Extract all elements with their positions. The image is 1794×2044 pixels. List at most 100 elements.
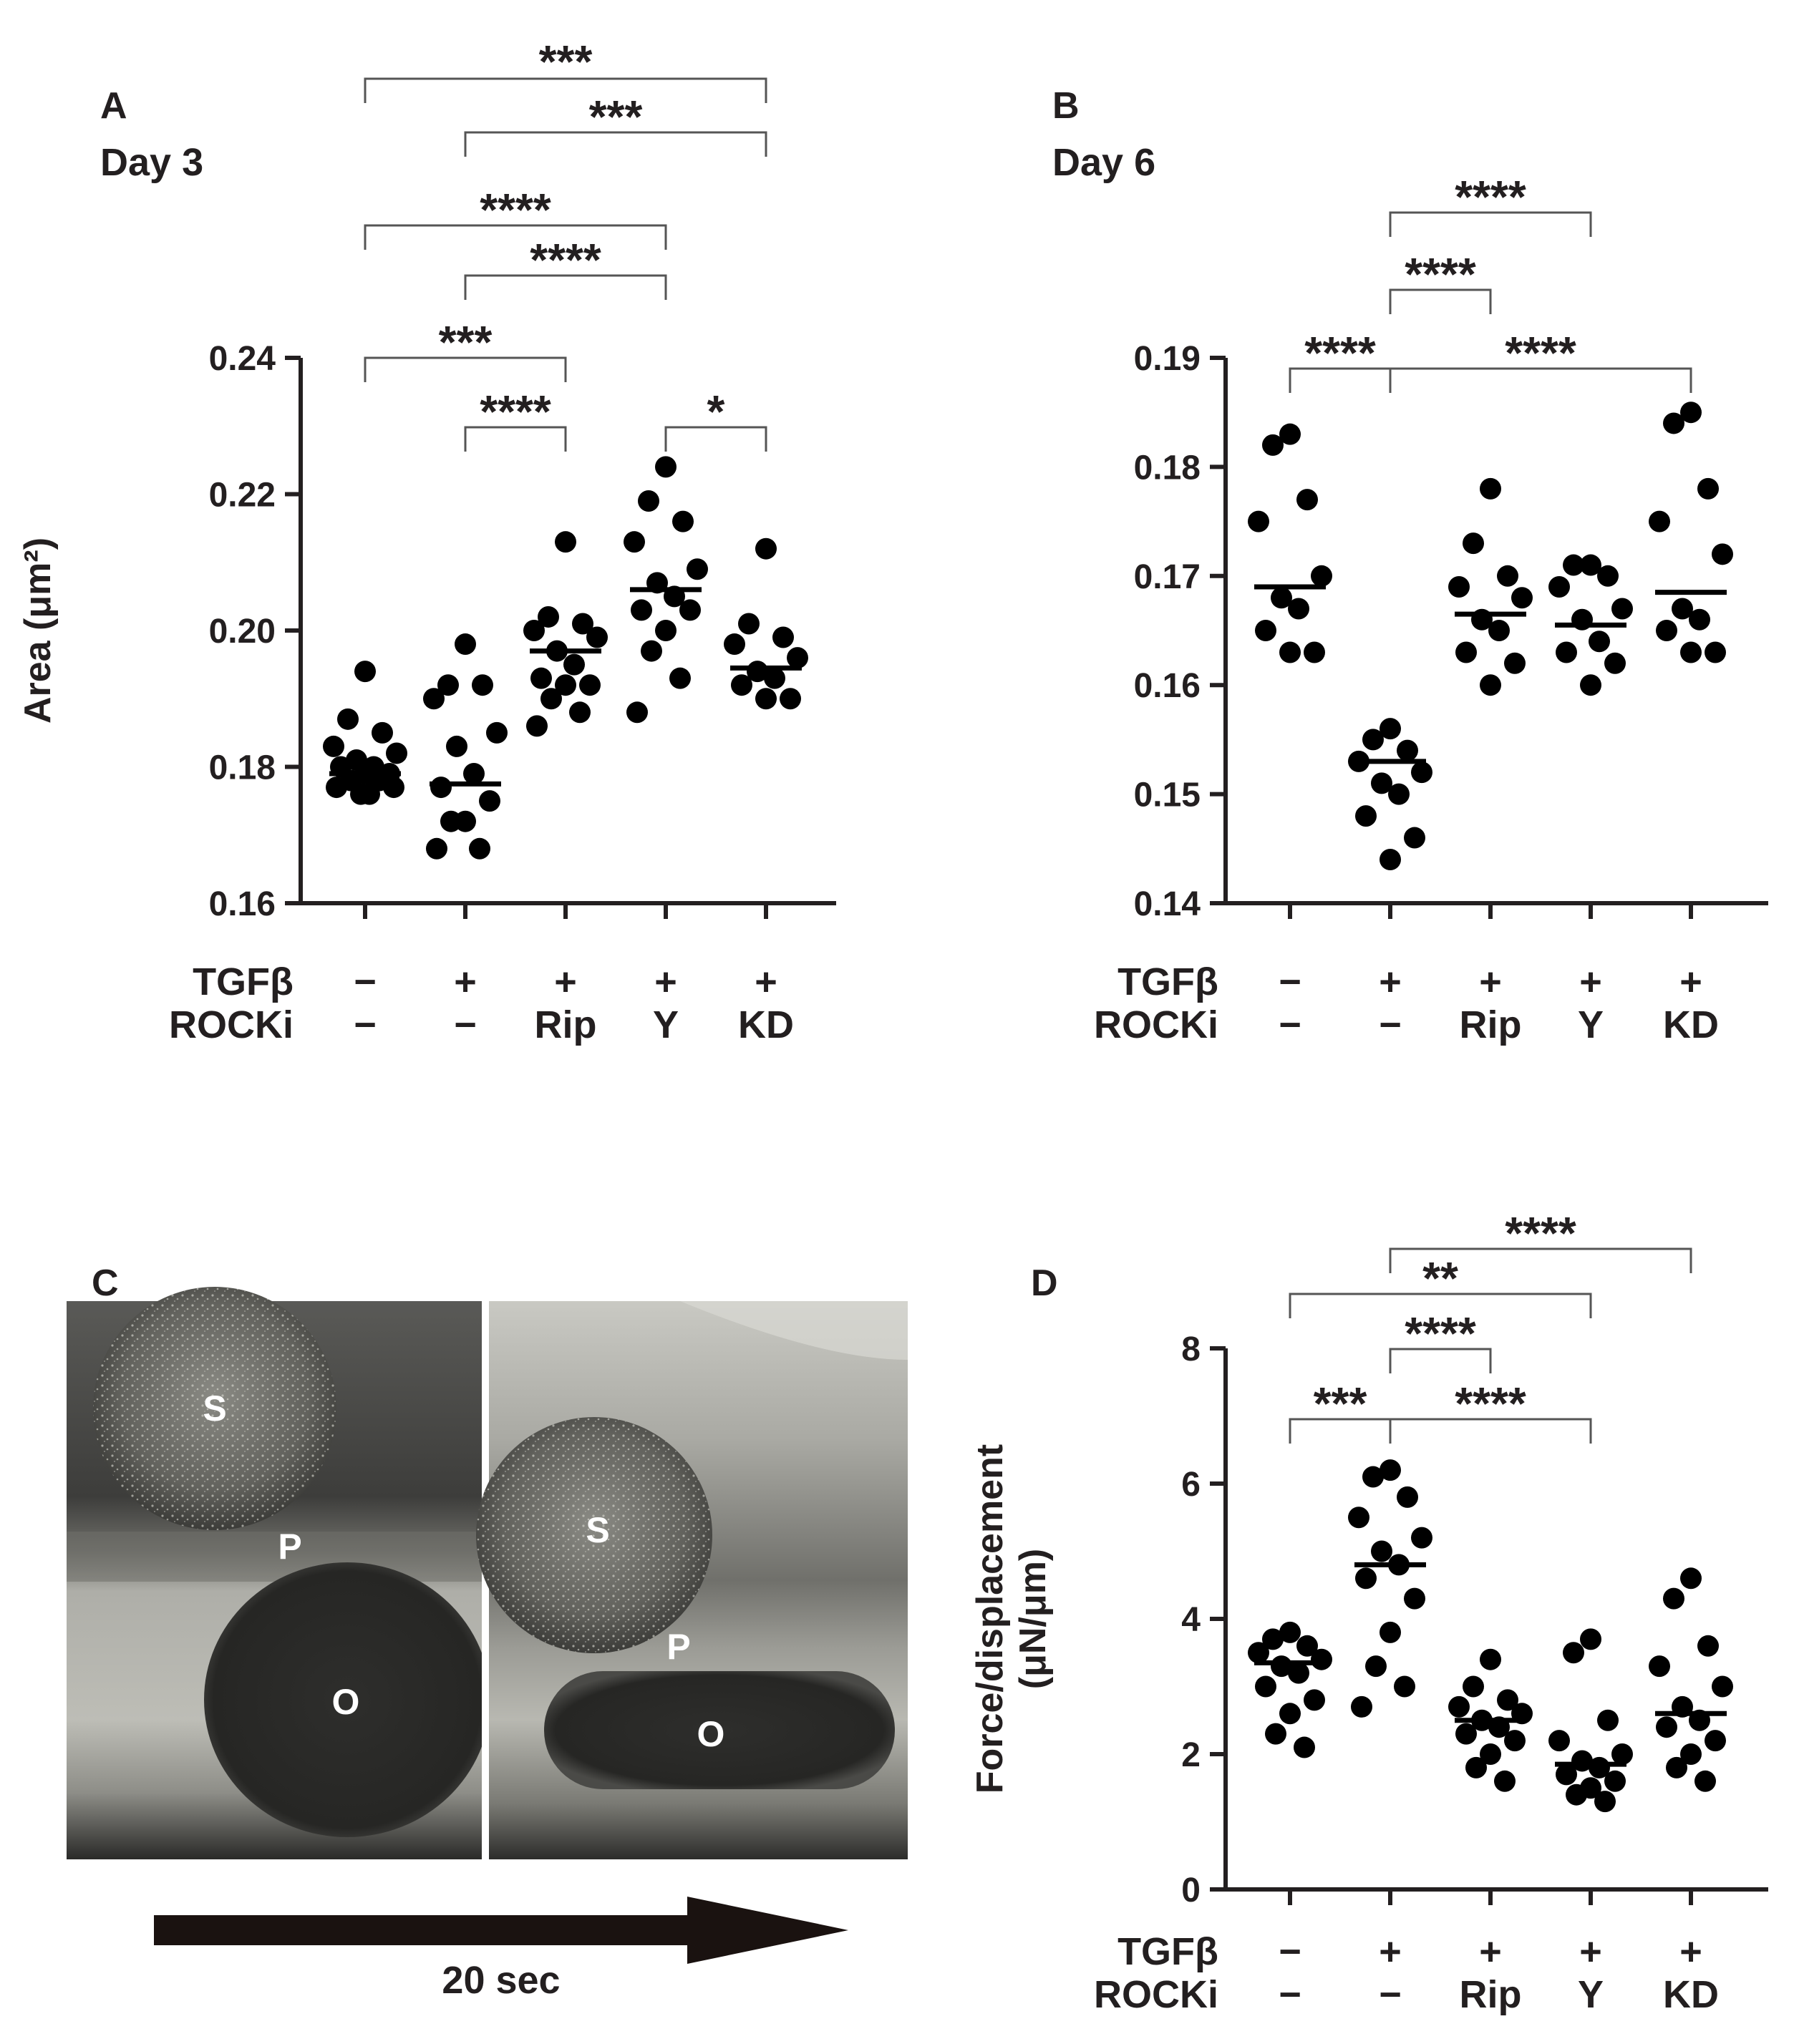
data-point xyxy=(323,735,344,757)
label-o-right: O xyxy=(697,1714,725,1754)
panel-c: C S P O S P O 20 sec xyxy=(67,1262,908,2002)
significance-bracket xyxy=(464,426,567,452)
significance-label: **** xyxy=(1405,248,1476,300)
panel-subtitle: Day 3 xyxy=(100,141,203,184)
data-point xyxy=(455,633,476,656)
data-point xyxy=(1279,423,1301,445)
data-point xyxy=(1611,1743,1633,1765)
data-point xyxy=(1271,587,1292,609)
data-point xyxy=(472,674,493,696)
data-point xyxy=(1279,1703,1301,1725)
significance-bracket xyxy=(364,224,667,250)
data-point xyxy=(1304,641,1325,663)
data-point xyxy=(1666,1756,1687,1778)
tgfb-label: + xyxy=(1579,1930,1602,1973)
data-point xyxy=(440,810,462,832)
data-point xyxy=(1255,620,1276,641)
data-point xyxy=(586,626,608,648)
tgfb-label: − xyxy=(354,960,377,1003)
label-s-left: S xyxy=(203,1388,226,1429)
significance-label: **** xyxy=(1505,327,1576,379)
data-point xyxy=(1380,1621,1401,1643)
data-point xyxy=(1397,739,1418,761)
data-point xyxy=(1663,1587,1684,1610)
data-point xyxy=(359,783,380,805)
data-point xyxy=(1589,631,1610,653)
data-point xyxy=(1279,1621,1301,1643)
data-point xyxy=(1365,1655,1387,1678)
y-tick-label: 0.16 xyxy=(1134,667,1201,705)
data-point xyxy=(1488,620,1510,641)
rocki-label: KD xyxy=(1663,1973,1719,2016)
rocki-label: Rip xyxy=(1460,1973,1522,2016)
rocki-row-title: ROCKi xyxy=(1094,1973,1218,2016)
data-point xyxy=(1656,620,1677,641)
data-point xyxy=(1689,608,1710,631)
data-point xyxy=(755,688,777,710)
tgfb-label: − xyxy=(1279,960,1301,1003)
tgfb-label: + xyxy=(1379,1930,1402,1973)
tgfb-label: + xyxy=(1379,960,1402,1003)
data-point xyxy=(1580,554,1601,576)
significance-label: *** xyxy=(1314,1378,1367,1429)
data-point xyxy=(731,674,752,696)
data-point xyxy=(423,688,445,710)
y-tick-label: 0.18 xyxy=(1134,449,1201,487)
rocki-label: − xyxy=(1379,1003,1402,1046)
time-arrow-label: 20 sec xyxy=(442,1959,560,2002)
y-axis-label: Force/displacement xyxy=(969,1444,1011,1794)
data-point xyxy=(1371,1540,1392,1562)
data-point xyxy=(724,633,745,656)
data-point xyxy=(1649,510,1670,532)
data-point xyxy=(1480,1648,1501,1670)
tgfb-label: + xyxy=(1579,960,1602,1003)
organoid-o-left xyxy=(204,1562,490,1837)
data-point xyxy=(354,661,376,683)
data-point xyxy=(1380,849,1401,871)
data-point xyxy=(755,537,777,560)
data-point xyxy=(486,721,508,744)
data-point xyxy=(479,790,500,812)
rocki-label: Y xyxy=(1578,1003,1604,1046)
data-point xyxy=(1480,477,1501,500)
data-point xyxy=(738,613,760,635)
significance-bracket xyxy=(1289,1293,1592,1318)
data-point xyxy=(1563,554,1584,576)
data-point xyxy=(1397,1486,1418,1508)
data-point xyxy=(638,490,659,512)
data-point xyxy=(1611,598,1633,620)
y-tick-label: 4 xyxy=(1181,1601,1201,1639)
data-point xyxy=(1371,772,1392,794)
significance-bracket xyxy=(1389,211,1592,237)
data-point xyxy=(1548,576,1570,598)
significance-label: ** xyxy=(1422,1252,1458,1304)
data-point xyxy=(1448,576,1470,598)
data-point xyxy=(1680,1567,1702,1590)
data-point xyxy=(1705,1730,1726,1752)
data-point xyxy=(569,701,591,724)
significance-bracket xyxy=(364,77,767,103)
significance-bracket xyxy=(1389,367,1692,393)
y-tick-label: 0.19 xyxy=(1134,340,1201,378)
data-point xyxy=(772,626,794,648)
data-point xyxy=(1355,805,1377,827)
y-tick-label: 8 xyxy=(1181,1330,1201,1368)
significance-bracket xyxy=(464,274,667,300)
data-point xyxy=(1494,1770,1516,1792)
data-point xyxy=(337,708,359,730)
time-arrow xyxy=(154,1897,848,1964)
panel-letter: B xyxy=(1052,85,1080,127)
data-point xyxy=(1388,783,1410,805)
significance-label: **** xyxy=(480,184,551,235)
data-point xyxy=(1697,477,1719,500)
data-point xyxy=(1411,761,1432,784)
data-point xyxy=(1311,565,1332,587)
data-point xyxy=(1556,641,1577,663)
data-point xyxy=(1294,1736,1315,1758)
y-tick-label: 0.24 xyxy=(209,340,276,378)
data-point xyxy=(538,605,559,628)
label-p-right: P xyxy=(666,1627,690,1667)
data-point xyxy=(1455,641,1477,663)
rocki-row-title: ROCKi xyxy=(169,1003,294,1046)
